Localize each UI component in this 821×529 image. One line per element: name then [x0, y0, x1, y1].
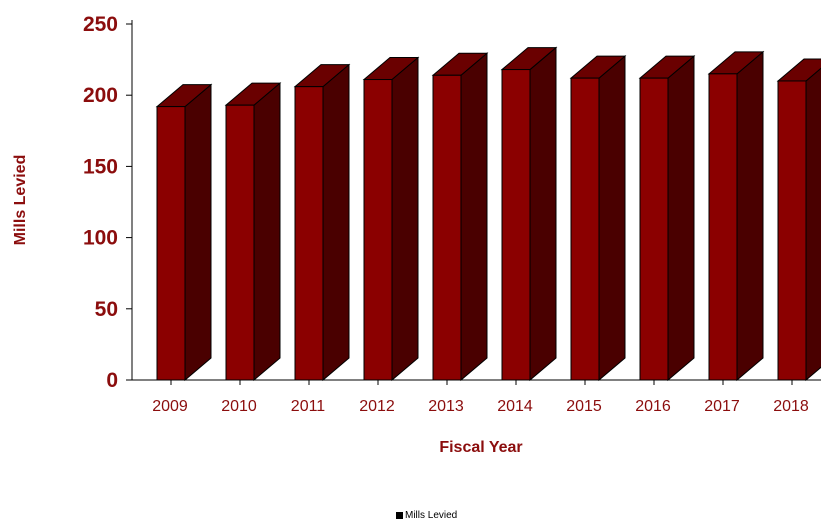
bar-side — [460, 52, 488, 382]
x-tick-label: 2018 — [773, 398, 809, 415]
y-tick-label: 150 — [83, 155, 118, 178]
x-tick-label: 2015 — [566, 398, 602, 415]
y-tick-label: 200 — [83, 84, 118, 107]
bar — [224, 82, 282, 382]
x-tick-label: 2011 — [291, 398, 326, 415]
bar-front — [294, 86, 324, 381]
bar — [569, 55, 627, 382]
bar — [500, 46, 558, 382]
bar-side — [529, 46, 557, 382]
x-tick-label: 2009 — [152, 398, 188, 415]
bar-front — [432, 74, 462, 381]
bar-front — [639, 77, 669, 381]
bar-side — [667, 55, 695, 382]
y-axis-title: Mills Levied — [12, 155, 29, 246]
x-tick-label: 2010 — [221, 398, 257, 415]
bar — [293, 63, 351, 382]
x-tick-label: 2017 — [704, 398, 740, 415]
bar-group — [155, 46, 821, 382]
x-tick-label: 2014 — [497, 398, 533, 415]
x-tick-label: 2013 — [428, 398, 464, 415]
bar-side — [253, 82, 281, 382]
bar-side — [598, 55, 626, 382]
x-tick-label: 2016 — [635, 398, 671, 415]
bar-front — [156, 106, 186, 381]
x-tick-label: 2012 — [359, 398, 395, 415]
bar-front — [708, 73, 738, 381]
legend-swatch — [396, 512, 403, 519]
bar-side — [805, 67, 821, 382]
y-tick-group: 0 50 100 150 200 250 — [83, 13, 132, 392]
bar-front — [777, 80, 807, 381]
bar-side — [184, 83, 212, 382]
bar — [638, 55, 696, 382]
bar-front — [363, 79, 393, 381]
bar — [776, 58, 821, 382]
x-axis-title: Fiscal Year — [439, 439, 522, 456]
bar-side — [322, 63, 350, 382]
bar-front — [225, 104, 255, 381]
bar — [431, 52, 489, 382]
bar-side — [391, 56, 419, 382]
legend: Mills Levied — [396, 510, 457, 521]
bar — [155, 83, 213, 382]
x-tick-group: 2009 2010 2011 2012 2013 2014 2015 2016 2017 2018 — [152, 380, 809, 415]
y-tick-label: 50 — [95, 298, 118, 321]
legend-label: Mills Levied — [405, 510, 458, 521]
y-tick-label: 250 — [83, 13, 118, 36]
bar-side — [736, 50, 764, 382]
bar — [707, 50, 765, 382]
y-tick-label: 100 — [83, 227, 118, 250]
bar — [362, 56, 420, 382]
bar-front — [570, 77, 600, 381]
y-tick-label: 0 — [106, 369, 118, 392]
bar-front — [501, 69, 531, 381]
